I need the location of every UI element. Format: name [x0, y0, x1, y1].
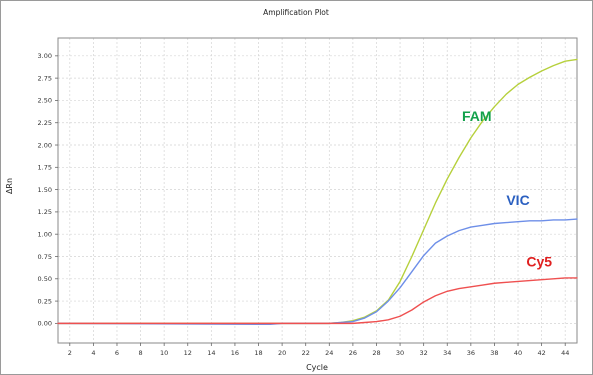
y-tick-label: 3.00: [38, 52, 52, 60]
y-tick-label: 2.00: [38, 141, 52, 149]
y-tick-label: 2.75: [38, 74, 52, 82]
series-label-fam: FAM: [462, 108, 492, 124]
y-tick-label: 1.50: [38, 186, 52, 194]
x-tick-label: 42: [537, 349, 545, 357]
x-tick-label: 44: [561, 349, 569, 357]
x-tick-label: 36: [467, 349, 475, 357]
series-label-vic: VIC: [506, 192, 529, 208]
x-tick-label: 14: [207, 349, 215, 357]
x-axis-label: Cycle: [306, 363, 328, 372]
y-tick-label: 0.00: [38, 320, 52, 328]
y-tick-label: 0.25: [38, 297, 52, 305]
grid-lines: [58, 38, 577, 343]
x-tick-label: 26: [349, 349, 357, 357]
x-tick-label: 6: [115, 349, 119, 357]
y-tick-label: 2.25: [38, 119, 52, 127]
x-tick-label: 22: [302, 349, 310, 357]
x-tick-label: 28: [372, 349, 380, 357]
axis-ticks: 0.00 0.25 0.50 0.75 1.00 1.25 1.50 1.75 2.00 2.25…: [38, 52, 570, 357]
x-tick-label: 10: [160, 349, 168, 357]
y-tick-label: 1.00: [38, 230, 52, 238]
y-tick-label: 2.50: [38, 97, 52, 105]
x-tick-label: 38: [490, 349, 498, 357]
chart-title: Amplification Plot: [263, 8, 329, 17]
x-tick-label: 30: [396, 349, 404, 357]
x-tick-label: 16: [231, 349, 239, 357]
x-tick-label: 18: [254, 349, 262, 357]
x-tick-label: 40: [514, 349, 522, 357]
x-tick-label: 8: [138, 349, 142, 357]
series-label-cy5: Cy5: [526, 253, 552, 269]
x-tick-label: 24: [325, 349, 333, 357]
series-annotations: FAM VIC Cy5: [462, 108, 552, 269]
y-tick-label: 0.75: [38, 253, 52, 261]
y-tick-label: 1.25: [38, 208, 52, 216]
y-tick-label: 1.75: [38, 164, 52, 172]
x-tick-label: 20: [278, 349, 286, 357]
x-tick-label: 12: [184, 349, 192, 357]
y-tick-label: 0.50: [38, 275, 52, 283]
y-axis-label: ΔRn: [5, 178, 14, 194]
x-tick-label: 34: [443, 349, 451, 357]
series-line-cy5: [57, 277, 578, 325]
x-tick-label: 32: [420, 349, 428, 357]
x-tick-label: 2: [68, 349, 72, 357]
series-lines: [57, 58, 578, 325]
x-tick-label: 4: [91, 349, 95, 357]
plot-area-border: [57, 37, 578, 344]
